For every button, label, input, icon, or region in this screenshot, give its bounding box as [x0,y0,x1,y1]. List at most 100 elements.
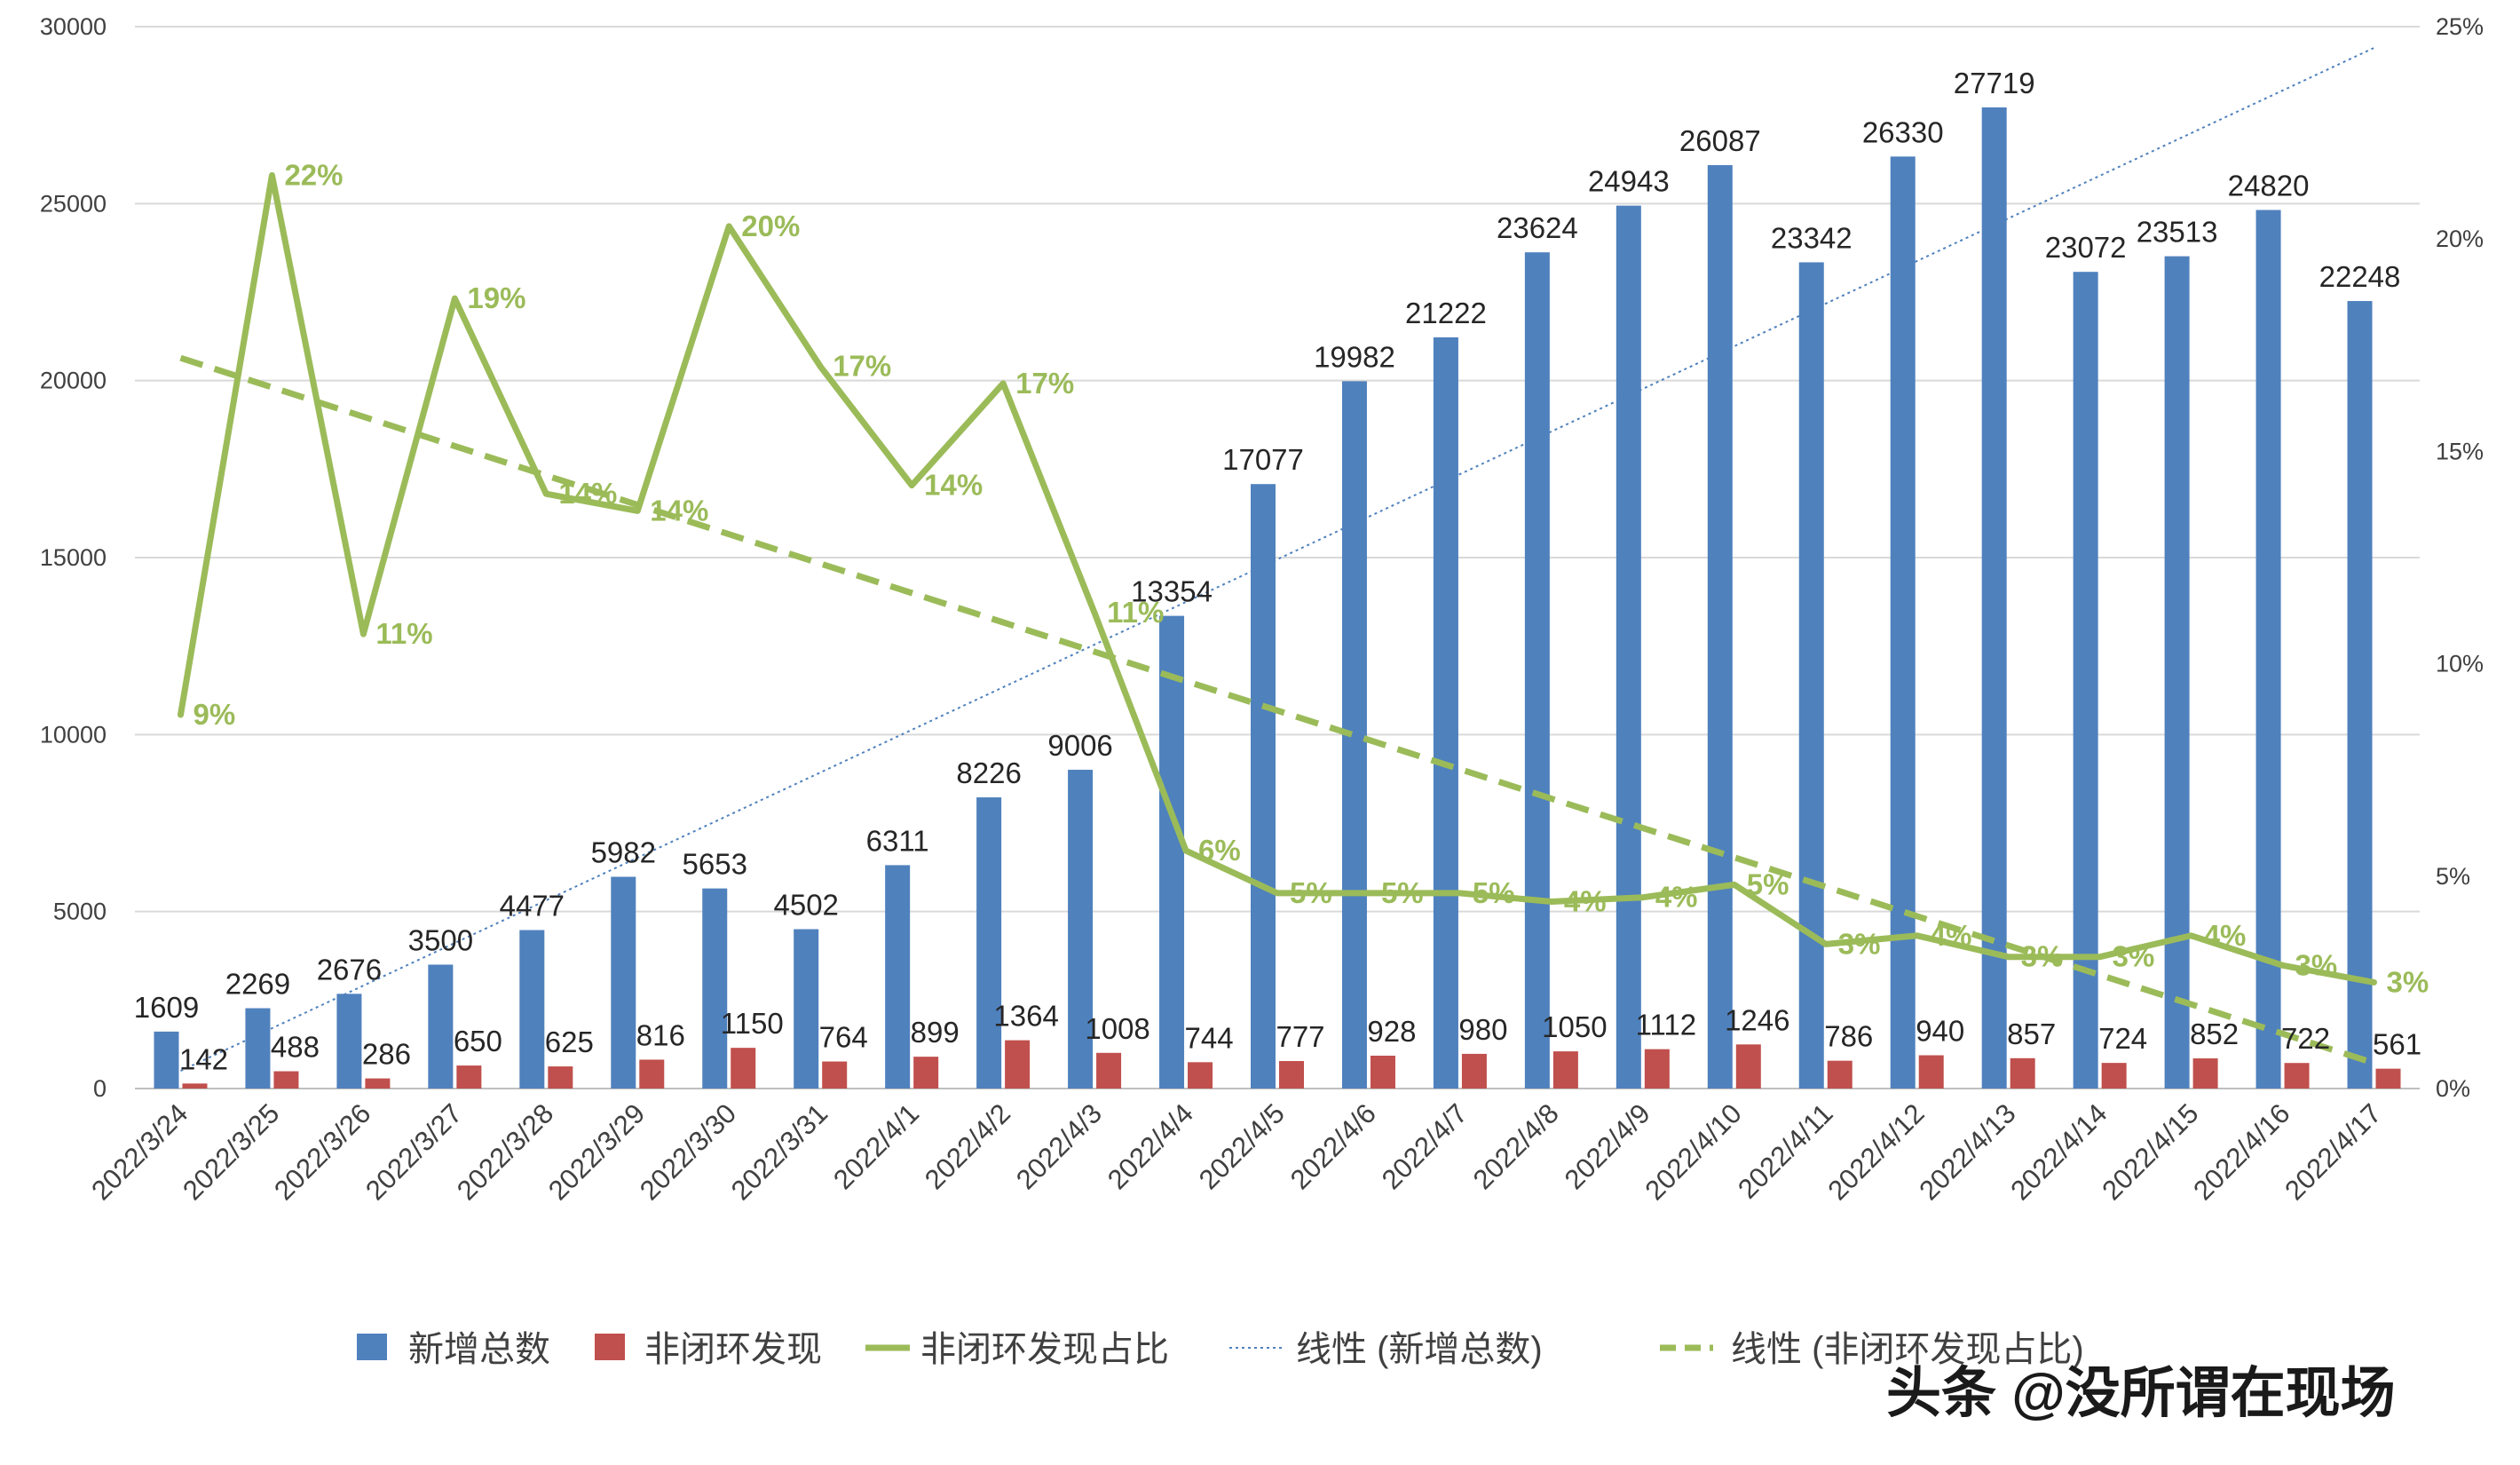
bar-new-total [1890,156,1916,1089]
right-axis-tick-label: 15% [2436,438,2484,464]
legend-label-trend-total: 线性 (新增总数) [1296,1330,1543,1369]
x-axis: 2022/3/242022/3/252022/3/262022/3/272022… [85,1097,2387,1206]
trendline-ratio [179,354,2375,1066]
bar-non-closed [1279,1061,1304,1089]
bar-non-closed-label: 816 [636,1018,685,1051]
bar-non-closed [2284,1063,2310,1089]
bar-new-total-label: 1609 [134,991,199,1024]
ratio-label: 4% [1930,919,1972,952]
ratio-label: 11% [375,617,432,650]
bar-new-total-label: 26087 [1679,124,1761,157]
right-axis: 0% 5% 10% 15% 20% 25% [2436,13,2484,1102]
x-tick-label: 2022/3/25 [177,1097,285,1206]
x-tick-label: 2022/4/7 [1376,1097,1473,1195]
ratio-line [177,171,2378,986]
trendlines [179,47,2375,1072]
bar-new-total [2164,256,2190,1089]
left-axis-tick-label: 15000 [40,544,107,571]
bar-non-closed [2101,1063,2127,1089]
bar-non-closed [1918,1055,1944,1089]
bar-new-total-label: 13354 [1131,575,1213,608]
bar-non-closed-label: 764 [819,1021,868,1054]
right-axis-tick-label: 0% [2436,1075,2470,1102]
legend-swatch-new-total [357,1334,387,1360]
x-tick-label: 2022/3/27 [359,1097,468,1206]
x-tick-label: 2022/4/11 [1732,1097,1839,1205]
legend: 新增总数 非闭环发现 非闭环发现占比 线性 (新增总数) 线性 (非闭环发现占比… [357,1330,2084,1369]
x-tick-label: 2022/3/26 [268,1097,376,1206]
bar-new-total-label: 27719 [1954,67,2035,99]
legend-label-non-closed: 非闭环发现 [644,1330,822,1369]
bar-non-closed [1096,1052,1122,1089]
bar-non-closed-label: 722 [2281,1022,2330,1055]
bar-non-closed-label: 980 [1458,1013,1507,1046]
bar-new-total-label: 2269 [225,968,290,1001]
bar-new-total [1798,262,1824,1089]
bar-non-closed [2192,1058,2218,1089]
x-tick-label: 2022/3/29 [542,1097,651,1206]
bar-new-total-label: 23342 [1771,221,1852,254]
bar-non-closed [1188,1062,1213,1089]
x-tick-label: 2022/4/14 [2004,1097,2113,1206]
left-axis-tick-label: 20000 [40,368,107,394]
ratio-label: 19% [467,281,525,314]
x-tick-label: 2022/4/2 [919,1097,1016,1195]
ratio-label: 5% [1290,876,1332,909]
bar-new-total-label: 4502 [773,889,838,922]
bar-non-closed [182,1083,208,1089]
bar-non-closed-label: 1008 [1085,1012,1149,1045]
bar-new-total-label: 23624 [1497,211,1578,244]
bar-non-closed [365,1078,391,1089]
bar-new-total [154,1031,179,1089]
ratio-label: 14% [650,494,708,527]
ratio-label: 22% [284,158,343,191]
bar-new-total-label: 23072 [2045,231,2127,264]
bar-non-closed-label: 1150 [721,1007,784,1040]
x-tick-label: 2022/4/3 [1010,1097,1108,1195]
legend-swatch-non-closed [595,1334,625,1360]
bar-non-closed-label: 1050 [1542,1010,1607,1043]
bar-non-closed-label: 142 [179,1042,228,1075]
bar-new-total-label: 24820 [2228,170,2310,202]
bar-non-closed [273,1071,299,1089]
bar-new-total [611,876,636,1089]
bar-non-closed [1005,1040,1031,1089]
x-tick-label: 2022/4/17 [2279,1097,2387,1206]
bar-new-total-label: 5653 [683,848,747,881]
x-tick-label: 2022/4/4 [1102,1097,1199,1195]
right-axis-tick-label: 5% [2436,863,2470,890]
ratio-label: 9% [193,698,235,731]
bar-non-closed-label: 899 [911,1016,960,1049]
bar-non-closed-label: 488 [271,1031,320,1064]
bar-non-closed-label: 1112 [1636,1009,1697,1041]
bar-new-total-label: 2676 [317,953,382,986]
bar-new-total-label: 4477 [500,890,565,923]
bar-non-closed [1461,1053,1487,1089]
legend-label-trend-ratio: 线性 (非闭环发现占比) [1731,1330,2084,1369]
x-tick-label: 2022/4/1 [827,1097,925,1195]
bar-non-closed-label: 940 [1916,1015,1964,1048]
right-axis-tick-label: 25% [2436,13,2484,40]
bar-new-total-label: 24943 [1588,165,1670,198]
bar-non-closed [913,1057,939,1089]
bar-non-closed [639,1059,665,1089]
x-tick-label: 2022/4/13 [1913,1097,2021,1206]
bar-new-total [2073,272,2098,1089]
bar-new-total-label: 9006 [1047,729,1112,762]
ratio-label: 17% [833,350,891,383]
bar-non-closed [731,1048,756,1089]
left-axis-tick-label: 30000 [40,13,107,40]
ratio-label: 4% [1564,885,1607,918]
legend-label-ratio: 非闭环发现占比 [920,1330,1169,1369]
bar-new-total [976,797,1002,1089]
bar-non-closed-label: 786 [1824,1020,1873,1053]
x-tick-label: 2022/3/31 [725,1097,833,1206]
ratio-label: 14% [558,477,617,510]
bar-new-total [1068,769,1094,1089]
bar-new-total [1615,205,1641,1089]
bar-non-closed-label: 928 [1367,1015,1416,1048]
bar-new-total [2255,210,2281,1089]
x-tick-label: 2022/4/5 [1193,1097,1291,1195]
bar-non-closed-label: 1246 [1725,1003,1789,1036]
